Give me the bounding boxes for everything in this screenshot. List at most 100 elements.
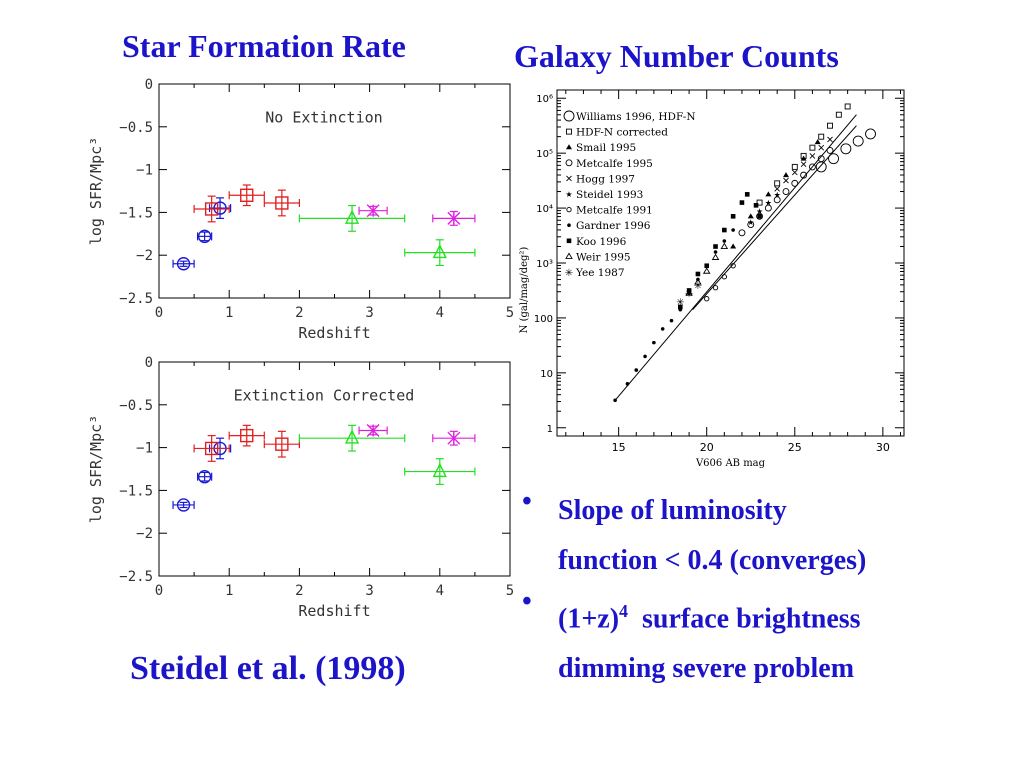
data-point-circle bbox=[172, 257, 195, 271]
data-point bbox=[800, 171, 808, 179]
data-point bbox=[818, 144, 825, 151]
data-point-square bbox=[193, 435, 230, 462]
data-point-square bbox=[263, 430, 300, 458]
legend-entry: ✳ Yee 1987 bbox=[565, 267, 625, 279]
data-point bbox=[764, 204, 772, 212]
data-point bbox=[625, 382, 630, 386]
square-marker bbox=[844, 103, 851, 110]
cross-marker-stroke bbox=[774, 186, 780, 192]
data-point bbox=[815, 161, 827, 173]
data-point bbox=[865, 128, 876, 140]
circle-marker bbox=[176, 257, 191, 271]
data-point bbox=[844, 103, 851, 110]
data-point bbox=[744, 192, 750, 197]
x-tick-label: 15 bbox=[612, 441, 626, 454]
legend-label: Koo 1996 bbox=[576, 236, 627, 248]
y-axis-label: N (gal/mag/deg²) bbox=[519, 247, 530, 334]
data-point bbox=[730, 243, 737, 249]
square-marker bbox=[753, 203, 759, 208]
dot-marker bbox=[731, 228, 735, 232]
sfr-panel-2: 0 1 2 3 4 5 0 −0.5 −1 −1.5 −2 −2.5 Redshift log SFR/M… bbox=[87, 355, 514, 620]
y-tick-label: 100 bbox=[534, 314, 553, 325]
data-point bbox=[704, 296, 710, 302]
triangle-marker bbox=[685, 289, 693, 296]
triangle-marker bbox=[702, 267, 711, 274]
legend-entry: Metcalfe 1995 bbox=[565, 158, 653, 170]
legend-label: Hogg 1997 bbox=[576, 173, 635, 185]
square-marker bbox=[566, 238, 572, 244]
data-point bbox=[643, 354, 647, 359]
bullet-item-1: • Slope of luminosity function < 0.4 (co… bbox=[522, 486, 1002, 586]
legend-label: Gardner 1996 bbox=[576, 220, 651, 232]
circle-marker bbox=[176, 498, 191, 512]
legend-entry: HDF-N corrected bbox=[566, 127, 668, 139]
asterisk-marker: ✳ bbox=[685, 289, 693, 300]
data-point bbox=[814, 139, 821, 145]
data-point: ✳ bbox=[676, 297, 684, 308]
circle-marker bbox=[197, 470, 212, 484]
data-point bbox=[747, 221, 755, 229]
data-point bbox=[738, 229, 746, 237]
square-marker bbox=[240, 188, 254, 202]
dot-marker bbox=[713, 250, 718, 254]
data-point bbox=[712, 285, 719, 291]
data-point bbox=[791, 163, 798, 170]
data-point: ★ bbox=[747, 218, 754, 227]
data-point bbox=[613, 398, 617, 403]
data-point bbox=[685, 289, 693, 296]
y-tick-label: 10³ bbox=[536, 259, 553, 270]
cross-marker-stroke bbox=[809, 153, 816, 159]
data-point bbox=[660, 327, 665, 331]
square-marker bbox=[809, 144, 816, 151]
data-point bbox=[756, 212, 764, 220]
legend-label: Smail 1995 bbox=[576, 142, 636, 154]
data-point bbox=[827, 136, 833, 143]
data-point bbox=[731, 228, 735, 232]
x-axis-label: V606 AB mag bbox=[695, 458, 766, 469]
dot-marker bbox=[643, 354, 647, 359]
data-point bbox=[818, 133, 825, 140]
sfr-panel-1: 0 1 2 3 4 5 0 −0.5 −1 −1.5 −2 −2.5 Redshift log SFR/M… bbox=[87, 77, 514, 342]
triangle-marker bbox=[711, 253, 720, 260]
cross-marker-stroke bbox=[800, 161, 807, 167]
dot-marker bbox=[613, 398, 617, 403]
data-point-star bbox=[432, 430, 476, 446]
circle-marker bbox=[747, 221, 755, 229]
bullet-item-2: • (1+z)4 surface brightness dimming seve… bbox=[522, 586, 1002, 694]
circle-marker bbox=[800, 171, 808, 179]
bullet-2-base: (1+z) bbox=[558, 603, 620, 635]
y-tick-label: −1 bbox=[136, 163, 153, 179]
square-marker bbox=[730, 214, 736, 219]
cross-marker-stroke bbox=[827, 136, 833, 143]
square-marker bbox=[827, 122, 833, 129]
y-tick-label: 10⁴ bbox=[536, 204, 553, 215]
data-point bbox=[677, 304, 683, 310]
data-point bbox=[835, 111, 842, 118]
triangle-marker bbox=[782, 172, 789, 178]
circle-marker bbox=[566, 206, 572, 213]
x-tick-label: 3 bbox=[365, 583, 373, 599]
star-marker: ★ bbox=[747, 218, 754, 227]
data-point bbox=[722, 239, 727, 243]
x-tick-label: 0 bbox=[155, 583, 163, 599]
bullet-2-exponent: 4 bbox=[619, 601, 629, 621]
x-tick-label: 5 bbox=[506, 583, 514, 599]
bullet-dot-icon: • bbox=[522, 486, 532, 517]
y-tick-label: −0.5 bbox=[119, 398, 153, 414]
triangle-marker bbox=[344, 209, 360, 224]
x-tick-label: 2 bbox=[295, 583, 303, 599]
data-point: ★ bbox=[765, 199, 772, 208]
triangle-marker bbox=[432, 462, 447, 478]
legend-entry: Gardner 1996 bbox=[567, 220, 651, 232]
data-point bbox=[757, 214, 762, 219]
data-point bbox=[652, 340, 656, 345]
circle-marker bbox=[782, 188, 790, 196]
triangle-marker bbox=[765, 191, 772, 197]
data-point bbox=[791, 179, 799, 187]
x-tick-label: 4 bbox=[436, 583, 444, 599]
bullet-dot-icon: • bbox=[522, 586, 532, 617]
y-tick-label: 1 bbox=[547, 424, 553, 435]
title-galaxy-number-counts: Galaxy Number Counts bbox=[514, 38, 839, 74]
y-tick-label: −2.5 bbox=[119, 291, 153, 307]
